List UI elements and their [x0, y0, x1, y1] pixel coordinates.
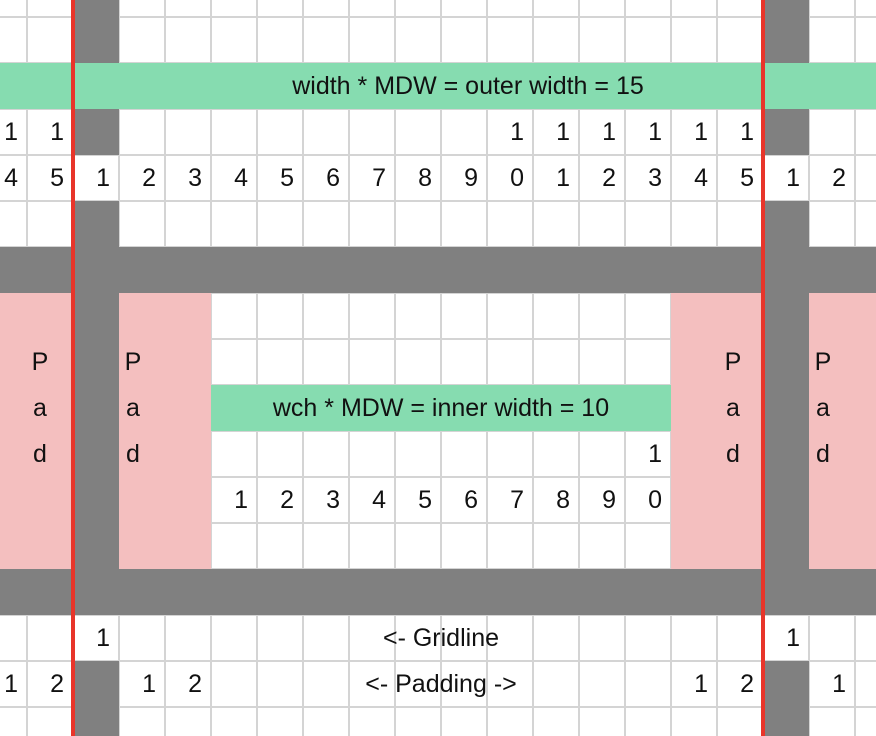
- pad-letter: d: [726, 440, 740, 468]
- number-cell: 2: [188, 670, 202, 698]
- pad-letter: P: [814, 348, 832, 376]
- pad-letter: a: [726, 394, 740, 422]
- gridline-column-right: [763, 661, 809, 736]
- pad-letter: d: [33, 440, 47, 468]
- gridline-column-left: [73, 661, 119, 736]
- number-cell: 1: [96, 164, 110, 192]
- pad-letter: d: [126, 440, 140, 468]
- pad-letter: a: [816, 394, 830, 422]
- number-cell: 1: [648, 118, 662, 146]
- number-cell: 6: [326, 164, 340, 192]
- number-cell: 3: [326, 486, 340, 514]
- outer-boundary-line-left: [71, 0, 75, 736]
- number-cell: 1: [50, 118, 64, 146]
- number-cell: 5: [50, 164, 64, 192]
- outer-boundary-line-right: [761, 0, 765, 736]
- number-cell: 1: [96, 624, 110, 652]
- number-cell: 2: [142, 164, 156, 192]
- pad-letter: P: [724, 348, 742, 376]
- number-cell: 2: [602, 164, 616, 192]
- number-cell: 1: [556, 118, 570, 146]
- number-cell: 6: [464, 486, 478, 514]
- number-cell: 1: [786, 624, 800, 652]
- number-cell: 1: [510, 118, 524, 146]
- number-cell: 1: [694, 670, 708, 698]
- gridline-row-bottom: [0, 569, 876, 615]
- number-cell: 1: [740, 118, 754, 146]
- padding-left-outer: [0, 293, 73, 569]
- number-cell: 1: [556, 164, 570, 192]
- padding-left-inner: [119, 293, 211, 569]
- number-cell: 4: [4, 164, 18, 192]
- number-cell: 1: [694, 118, 708, 146]
- number-cell: 1: [142, 670, 156, 698]
- gridline-row-top: [0, 247, 876, 293]
- inner-width-label: wch * MDW = inner width = 10: [211, 385, 671, 431]
- number-cell: 1: [4, 670, 18, 698]
- number-cell: 1: [234, 486, 248, 514]
- number-cell: 2: [280, 486, 294, 514]
- number-cell: 0: [510, 164, 524, 192]
- number-cell: 8: [418, 164, 432, 192]
- gridline-label: <- Gridline: [382, 624, 499, 652]
- padding-right-inner: [671, 293, 763, 569]
- number-cell: 3: [648, 164, 662, 192]
- pad-letter: P: [124, 348, 142, 376]
- number-cell: 7: [510, 486, 524, 514]
- number-cell: 1: [4, 118, 18, 146]
- number-cell: 2: [740, 670, 754, 698]
- number-cell: 1: [786, 164, 800, 192]
- number-cell: 5: [418, 486, 432, 514]
- number-cell: 3: [188, 164, 202, 192]
- number-cell: 7: [372, 164, 386, 192]
- number-cell: 4: [234, 164, 248, 192]
- pad-letter: a: [33, 394, 47, 422]
- number-cell: 4: [694, 164, 708, 192]
- padding-label: <- Padding ->: [365, 670, 517, 698]
- padding-right-outer: [809, 293, 876, 569]
- pad-letter: d: [816, 440, 830, 468]
- number-cell: 5: [740, 164, 754, 192]
- number-cell: 0: [648, 486, 662, 514]
- outer-width-label: width * MDW = outer width = 15: [0, 63, 876, 109]
- pad-letter: a: [126, 394, 140, 422]
- number-cell: 2: [50, 670, 64, 698]
- pad-letter: P: [31, 348, 49, 376]
- number-cell: 9: [602, 486, 616, 514]
- number-cell: 1: [602, 118, 616, 146]
- number-cell: 1: [648, 440, 662, 468]
- number-cell: 5: [280, 164, 294, 192]
- number-cell: 2: [832, 164, 846, 192]
- number-cell: 8: [556, 486, 570, 514]
- number-cell: 4: [372, 486, 386, 514]
- number-cell: 9: [464, 164, 478, 192]
- number-cell: 1: [832, 670, 846, 698]
